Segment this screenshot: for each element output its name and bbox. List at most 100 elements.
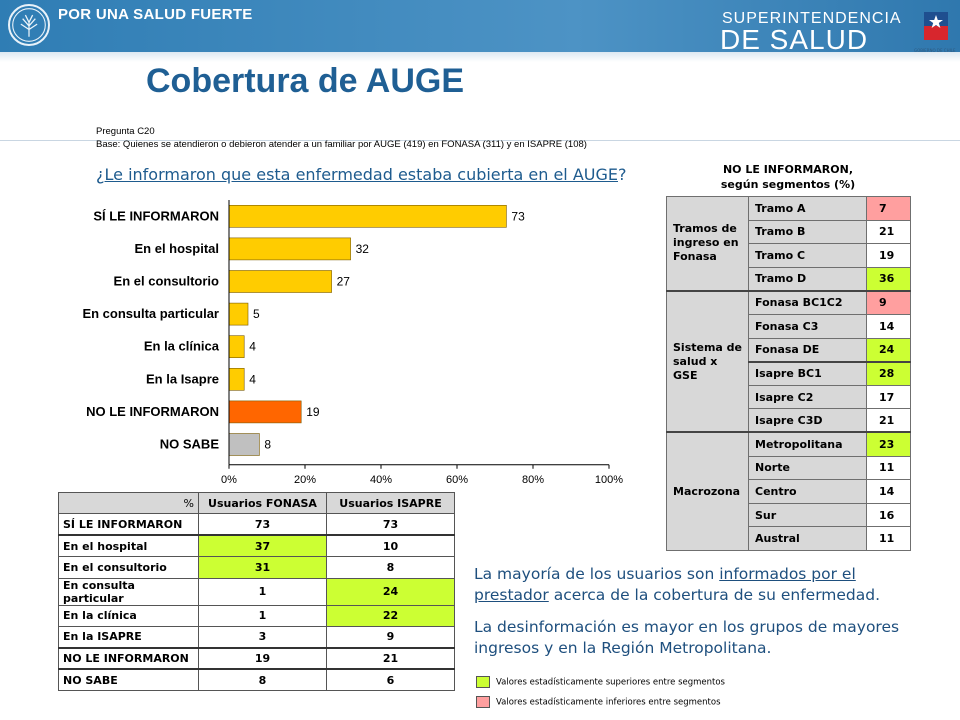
segment-value: 21 <box>866 408 911 433</box>
bar-value-label: 19 <box>306 405 320 419</box>
x-tick-label: 40% <box>370 474 392 486</box>
isapre-value: 24 <box>326 577 455 606</box>
title-divider <box>0 140 960 141</box>
fonasa-value: 31 <box>198 556 327 579</box>
segment-value: 7 <box>866 196 911 221</box>
segment-label: Fonasa BC1C2 <box>748 289 867 315</box>
segment-label: Austral <box>748 526 867 551</box>
comparison-label: SÍ LE INFORMARON <box>58 513 199 536</box>
finding-2: La desinformación es mayor en los grupos… <box>474 618 900 657</box>
segment-label: Tramo B <box>748 219 867 245</box>
comparison-label: NO LE INFORMARON <box>58 646 199 670</box>
segment-value: 14 <box>866 479 911 504</box>
legend-higher: Valores estadísticamente superiores entr… <box>476 676 725 688</box>
comparison-row: NO SABE 8 6 <box>58 668 455 692</box>
isapre-value: 8 <box>326 556 455 579</box>
comparison-label: En el hospital <box>58 534 199 558</box>
comparison-table: % Usuarios FONASA Usuarios ISAPRE SÍ LE INF… <box>58 491 455 692</box>
segment-label: Isapre BC1 <box>748 360 867 386</box>
question-base: Base: Quienes se atendieron o debieron a… <box>96 139 587 150</box>
fonasa-value: 73 <box>198 513 327 536</box>
category-label: En la Isapre <box>146 371 219 386</box>
comparison-label: En la ISAPRE <box>58 625 199 649</box>
category-label: En consulta particular <box>82 306 219 321</box>
legend-lower-swatch <box>476 696 490 708</box>
gov-caption: GOBIERNO DE CHILE <box>914 48 956 53</box>
brand-superintendencia: SUPERINTENDENCIA <box>722 10 902 27</box>
category-label: SÍ LE INFORMARON <box>93 208 219 223</box>
fonasa-value: 19 <box>198 646 327 670</box>
isapre-value: 73 <box>326 513 455 536</box>
bar-value-label: 4 <box>249 372 256 386</box>
fonasa-value: 1 <box>198 604 327 627</box>
isapre-value: 21 <box>326 646 455 670</box>
fonasa-value: 37 <box>198 534 327 558</box>
segments-title: NO LE INFORMARON, <box>722 163 854 176</box>
finding-1: La mayoría de los usuarios son informado… <box>474 565 881 604</box>
bar <box>228 433 260 456</box>
segment-group-label: Tramos de ingreso en Fonasa <box>666 195 749 292</box>
x-tick-label: 20% <box>294 474 316 486</box>
fonasa-value: 3 <box>198 625 327 649</box>
segment-row: Fonasa C3 14 <box>667 313 911 339</box>
bar-value-label: 4 <box>249 340 256 354</box>
legend-lower: Valores estadísticamente inferiores entr… <box>476 696 721 708</box>
segment-row: Sistema de salud x GSE Fonasa BC1C2 9 <box>666 289 911 433</box>
segment-value: 28 <box>866 360 911 386</box>
segment-label: Centro <box>748 479 867 504</box>
segment-value: 16 <box>866 502 911 528</box>
segment-group-label: Sistema de salud x GSE <box>666 289 749 433</box>
segment-value: 21 <box>866 219 911 245</box>
legend-higher-swatch <box>476 676 490 688</box>
bar <box>228 237 351 261</box>
segment-value: 19 <box>866 243 911 268</box>
category-label: NO LE INFORMARON <box>86 404 219 419</box>
bar-value-label: 5 <box>253 307 260 321</box>
comparison-label: En el consultorio <box>58 556 199 579</box>
bar-chart: SÍ LE INFORMARON 73 En el hospital 32 En el … <box>82 200 623 486</box>
segment-row: Macrozona Metropolitana 23 <box>666 431 911 551</box>
tagline: POR UNA SALUD FUERTE <box>58 6 253 23</box>
segment-label: Isapre C2 <box>748 384 867 410</box>
comparison-row: En la clínica 1 22 <box>58 604 455 627</box>
comparison-header: Usuarios ISAPRE <box>326 491 455 515</box>
segments-subtitle: según segmentos (%) <box>720 178 856 191</box>
comparison-header: % <box>58 491 199 515</box>
bar-value-label: 73 <box>511 209 525 223</box>
category-label: En el consultorio <box>114 274 220 289</box>
segment-row: Fonasa DE 24 <box>667 337 911 363</box>
segment-label: Metropolitana <box>748 431 867 457</box>
bar <box>228 335 245 358</box>
fonasa-value: 1 <box>198 577 327 606</box>
segment-label: Fonasa DE <box>748 337 867 363</box>
bar-value-label: 32 <box>356 242 370 256</box>
comparison-row: En el hospital 37 10 <box>58 534 455 558</box>
segment-value: 17 <box>866 384 911 410</box>
segment-row: Isapre C3D 21 <box>667 408 911 433</box>
segment-label: Tramo D <box>748 266 867 292</box>
x-tick-label: 80% <box>522 474 544 486</box>
segment-label: Isapre C3D <box>748 408 867 433</box>
brand-de-salud: DE SALUD <box>720 24 869 55</box>
header-band <box>0 0 960 52</box>
segment-value: 11 <box>866 455 911 481</box>
tree-logo-icon <box>8 4 50 46</box>
header-bar: POR UNA SALUD FUERTE SUPERINTENDENCIA DE… <box>0 0 960 62</box>
segment-label: Tramo A <box>748 196 867 221</box>
comparison-label: En consulta particular <box>58 577 199 606</box>
segment-row: Austral 11 <box>667 526 911 551</box>
segment-row: Tramo B 21 <box>667 219 911 245</box>
page-title: Cobertura de AUGE <box>146 62 465 100</box>
segment-row: Isapre C2 17 <box>667 384 911 410</box>
segment-group-label: Macrozona <box>666 431 749 551</box>
isapre-value: 9 <box>326 625 455 649</box>
x-tick-label: 60% <box>446 474 468 486</box>
segment-row: Sur 16 <box>667 502 911 528</box>
comparison-row: En el consultorio 31 8 <box>58 556 455 579</box>
comparison-label: NO SABE <box>58 668 199 692</box>
question-text: ¿Le informaron que esta enfermedad estab… <box>96 165 627 184</box>
bar <box>228 400 302 424</box>
segment-label: Tramo C <box>748 243 867 268</box>
segment-label: Sur <box>748 502 867 528</box>
